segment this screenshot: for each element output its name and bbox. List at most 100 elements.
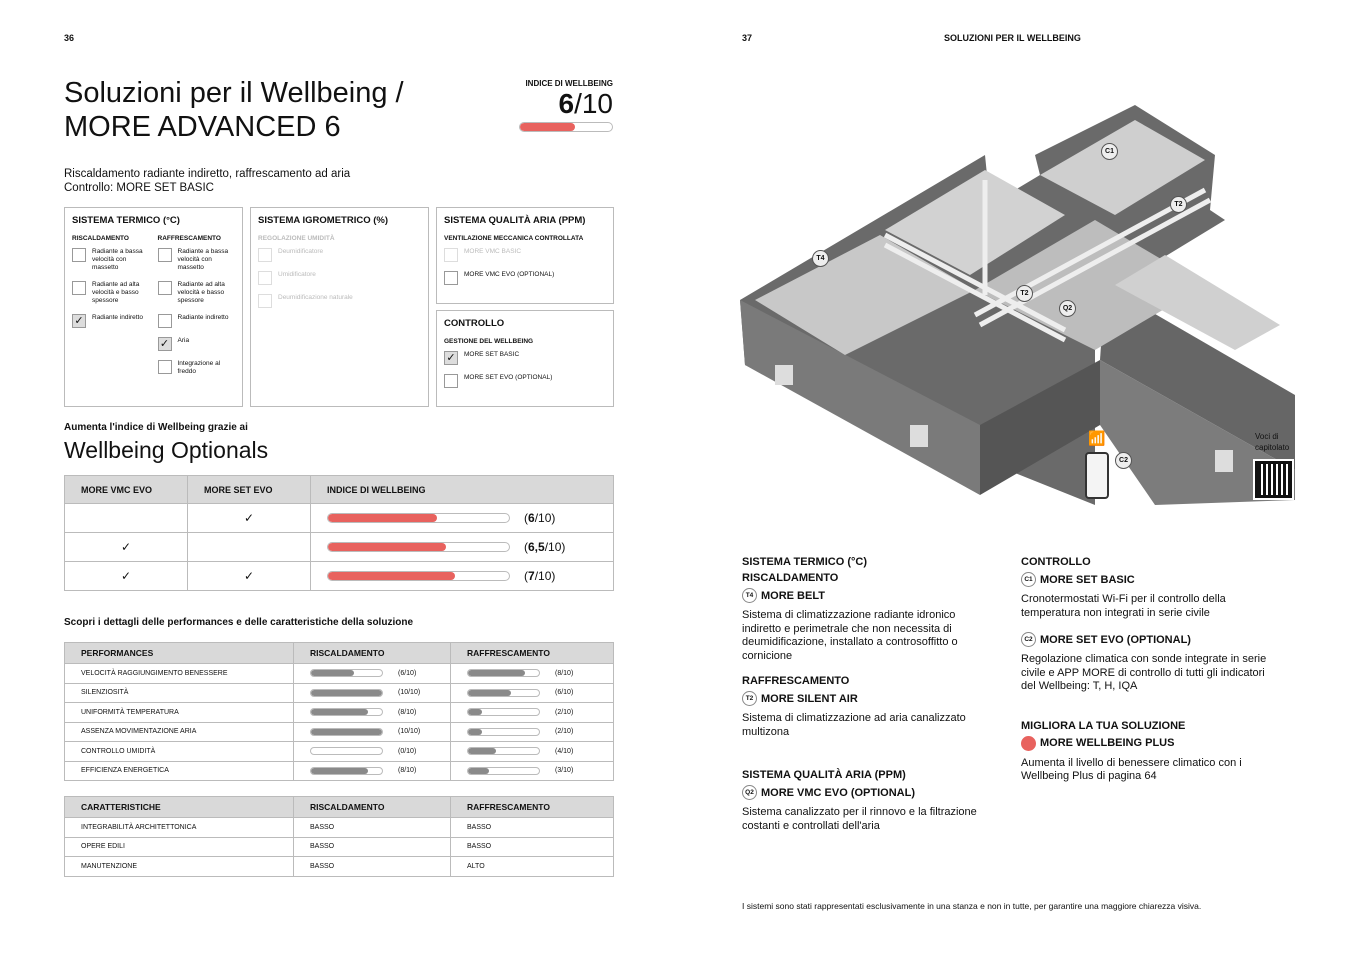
car-header: RISCALDAMENTO [293,796,451,818]
score-text: (2/10) [555,708,574,716]
caratteristica-cell: BASSO [450,836,614,857]
checkbox-label: Radiante indiretto [177,314,229,321]
checkbox[interactable] [157,281,172,295]
checkbox[interactable] [444,374,458,388]
checkbox-item[interactable]: MORE VMC EVO (OPTIONAL) [444,271,606,285]
hotspot-c2[interactable]: C2 [1115,452,1132,469]
checkbox-item[interactable]: Radiante indiretto [157,314,236,328]
index-bar [327,571,510,581]
score-cell: (0/10) [293,741,451,762]
checkbox-item[interactable]: ✓ MORE SET BASIC [444,351,606,365]
index-bar-fill [328,543,446,551]
checkbox-item[interactable]: Radiante a bassa velocità con massetto [72,248,150,272]
check-icon: ✓ [243,511,255,525]
product-name: MORE VMC EVO (OPTIONAL) [761,786,915,799]
caratteristica-cell: INTEGRABILITÀ ARCHITETTONICA [64,817,294,838]
controllo-subtitle: GESTIONE DEL WELLBEING [444,338,534,345]
raffrescamento-column: RAFFRESCAMENTO Radiante a bassa velocità … [157,235,236,385]
product-name: MORE BELT [761,589,825,602]
termico-box: SISTEMA TERMICO (°C) RISCALDAMENTO Radian… [64,207,243,407]
checkbox[interactable] [157,248,172,262]
checkbox[interactable] [72,281,86,295]
checkbox[interactable] [444,271,458,285]
checkbox-label: MORE SET EVO (OPTIONAL) [464,374,553,381]
wellbeing-index: INDICE DI WELLBEING 6/10 [500,79,613,132]
product-desc: Sistema canalizzato per il rinnovo e la … [742,806,977,832]
checkbox[interactable] [444,248,458,262]
checkbox-label: Radiante indiretto [92,314,143,321]
checkbox-item[interactable]: Radiante ad alta velocità e basso spesso… [157,281,236,305]
checkbox[interactable] [258,294,272,308]
checkbox-label: Aria [177,337,190,344]
caratteristica-cell: BASSO [293,817,451,838]
checkbox-item[interactable]: Radiante a bassa velocità con massetto [157,248,236,272]
checkbox[interactable] [258,248,272,262]
score-cell: (8/10) [293,760,451,781]
hotspot-q2[interactable]: Q2 [1059,300,1076,317]
score-text: (6/10) [555,689,574,697]
score-text: (8/10) [398,767,417,775]
performances-table: PERFORMANCES RISCALDAMENTO RAFFRESCAMENT… [64,642,614,781]
performance-label: ASSENZA MOVIMENTAZIONE ARIA [64,721,294,742]
checkbox-item[interactable]: Radiante ad alta velocità e basso spesso… [72,281,150,305]
checkbox[interactable] [72,248,86,262]
house-right-wing [1100,285,1295,470]
score-cell: (10/10) [293,682,451,703]
termico-heading: SISTEMA TERMICO (°C) [742,556,867,568]
index-suffix: /10 [544,540,562,554]
product-vmc-evo: Q2 MORE VMC EVO (OPTIONAL) [742,785,997,800]
riscaldamento-heading: RISCALDAMENTO [742,572,839,584]
page-number-right: 37 [742,33,753,43]
running-header: SOLUZIONI PER IL WELLBEING [944,33,1081,43]
checkbox-checked[interactable]: ✓ [157,337,172,351]
hotspot-t4[interactable]: T4 [812,250,829,267]
header-vmc: MORE VMC EVO [64,475,188,504]
checkbox-item[interactable]: ✓ Aria [157,337,236,351]
check-icon: ✓ [120,540,132,554]
checkbox-item[interactable]: Umidificatore [258,271,421,285]
index-bar-fill [520,123,576,131]
hotspot-c1[interactable]: C1 [1101,143,1118,160]
checkbox-label: Integrazione al freddo [177,360,221,375]
igrometrico-subtitle: REGOLAZIONE UMIDITÀ [258,235,335,242]
checkbox-checked[interactable]: ✓ [72,314,86,328]
checkbox-label: Umidificatore [278,271,316,278]
checkbox-item[interactable]: Deumidificatore [258,248,421,262]
score-text: (4/10) [555,747,574,755]
qr-code[interactable] [1253,459,1294,500]
checkbox-item[interactable]: Deumidificazione naturale [258,294,421,308]
performance-label: CONTROLLO UMIDITÀ [64,741,294,762]
checkbox-item[interactable]: MORE SET EVO (OPTIONAL) [444,374,606,388]
product-silent-air: T2 MORE SILENT AIR [742,691,997,706]
checkbox-item[interactable]: MORE VMC BASIC [444,248,606,262]
caratteristica-row: OPERE EDILI BASSO BASSO [64,836,614,857]
checkbox[interactable] [157,360,172,374]
checkbox[interactable] [157,314,172,328]
igrometrico-title: SISTEMA IGROMETRICO (%) [258,215,389,226]
index-number: 6 [558,88,575,119]
checkbox[interactable] [258,271,272,285]
hotspot-t2[interactable]: T2 [1170,196,1187,213]
score-cell: (8/10) [450,663,614,684]
score-cell: (2/10) [450,702,614,723]
checkbox-item[interactable]: Integrazione al freddo [157,360,236,376]
title-line-1: Soluzioni per il Wellbeing / [64,77,404,109]
score-cell: (2/10) [450,721,614,742]
index-label: INDICE DI WELLBEING [525,79,613,88]
checkbox-item[interactable]: ✓ Radiante indiretto [72,314,150,328]
score-cell: (4/10) [450,741,614,762]
badge-q2: Q2 [742,785,757,800]
score-bar-fill [311,767,368,774]
checkbox-checked[interactable]: ✓ [444,351,458,365]
perf-header: RISCALDAMENTO [293,642,451,664]
caratteristica-cell: MANUTENZIONE [64,856,294,877]
vmc-cell [64,503,188,533]
score-bar-fill [468,728,483,735]
hotspot-t2[interactable]: T2 [1016,285,1033,302]
index-cell: (6,5/10) [310,532,614,562]
product-name: MORE SILENT AIR [761,692,858,705]
car-header: CARATTERISTICHE [64,796,294,818]
product-desc: Regolazione climatica con sonde integrat… [1021,653,1267,692]
performance-row: VELOCITÀ RAGGIUNGIMENTO BENESSERE (6/10) (… [64,663,614,684]
qr-label: Voci di capitolato [1255,432,1290,452]
